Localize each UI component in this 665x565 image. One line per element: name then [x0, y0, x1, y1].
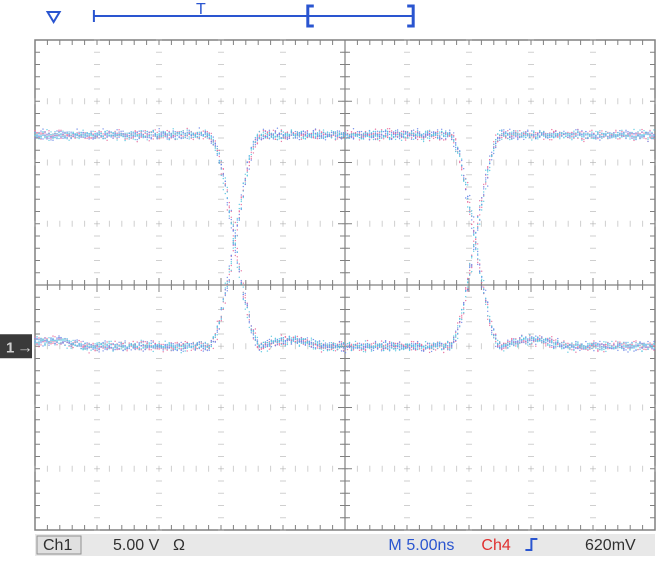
svg-text:1: 1 [6, 339, 14, 356]
status-trig-level: 620mV [585, 537, 636, 554]
status-trig-channel: Ch4 [481, 537, 510, 554]
svg-text:→: → [17, 339, 33, 356]
status-timebase: M5.00ns [388, 537, 454, 554]
trigger-t-label: T [196, 1, 206, 18]
scope-svg-holder: T1→Ch15.00 VΩM5.00nsCh4620mV [0, 0, 665, 560]
oscilloscope-screenshot: T1→Ch15.00 VΩM5.00nsCh4620mV [0, 0, 665, 560]
ch1-ground-indicator: 1→ [0, 334, 33, 358]
ohm-icon: Ω [173, 537, 185, 554]
scope-svg: T1→Ch15.00 VΩM5.00nsCh4620mV [0, 0, 665, 560]
